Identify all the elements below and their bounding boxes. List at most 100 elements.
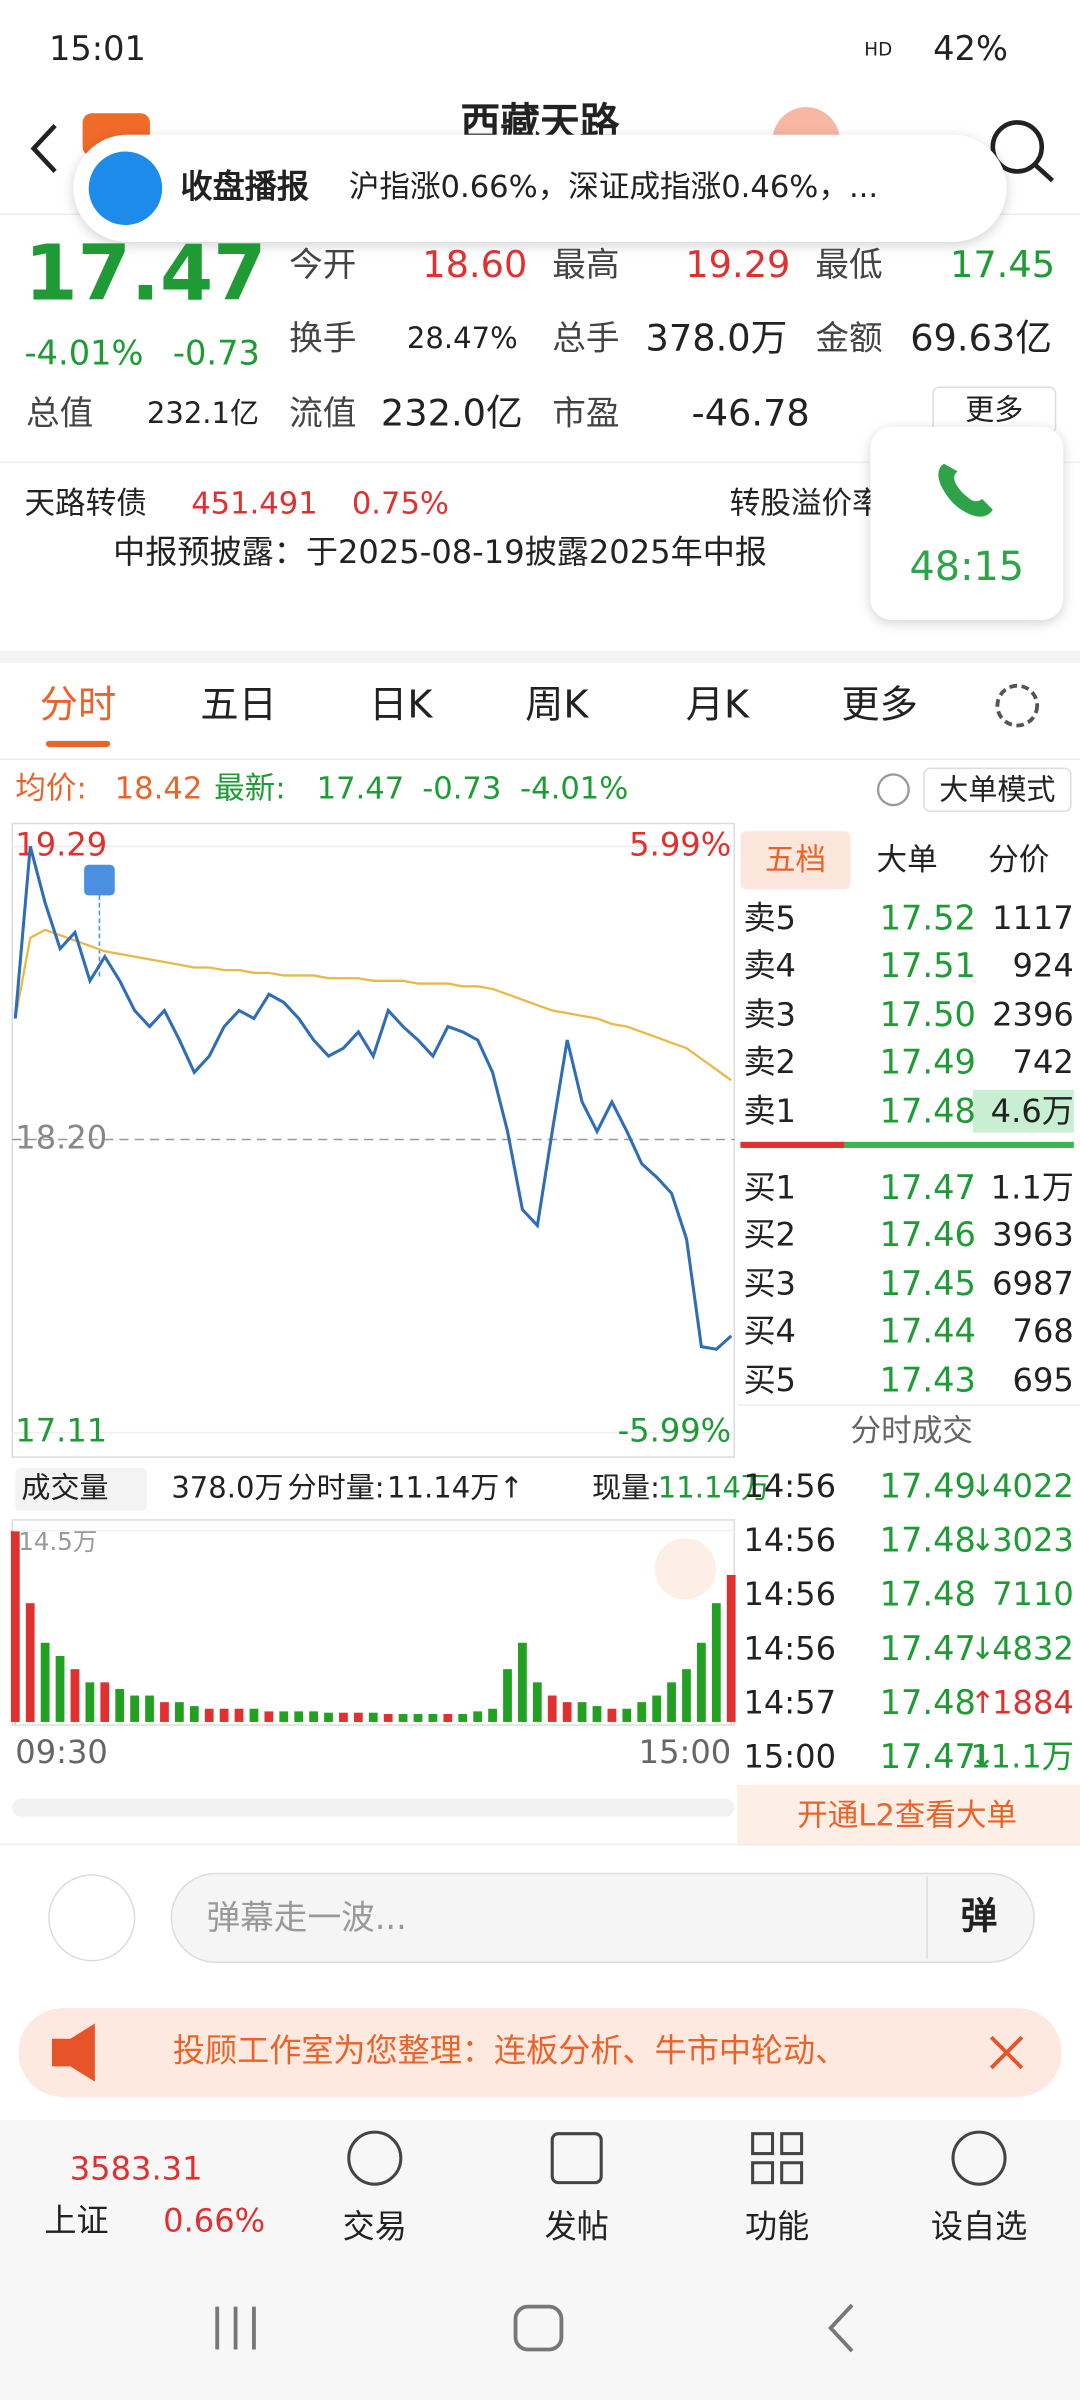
field-value: 18.60 [422, 243, 527, 286]
volume-bar [667, 1682, 676, 1722]
volume-highlight [972, 1089, 1074, 1133]
tab: 五日 [200, 683, 276, 728]
volume-bar [428, 1714, 438, 1722]
volume-bar [547, 1695, 557, 1722]
orderbook-price: 17.44 [880, 1312, 976, 1351]
trade-direction: ↓ [970, 1740, 996, 1775]
search-button[interactable] [990, 120, 1045, 174]
orderbook-price: 17.46 [880, 1215, 976, 1254]
nav-item: 设自选 [931, 2208, 1027, 2246]
volume-bar [219, 1708, 229, 1722]
y2-tick-label: -5.99% [618, 1412, 732, 1450]
y-tick-label: 18.20 [15, 1119, 107, 1157]
chart-info: 最新: [214, 771, 285, 806]
status-time: 15:01 [49, 29, 146, 68]
comment-button: 弹 [961, 1894, 998, 1937]
tab: 更多 [841, 683, 917, 728]
function-icon[interactable] [751, 2132, 804, 2185]
volume-bar [10, 1530, 20, 1722]
scrollbar[interactable] [12, 1798, 735, 1817]
comment-input[interactable] [170, 1872, 1035, 1964]
back-button[interactable] [30, 123, 57, 173]
close-button[interactable] [989, 2035, 1024, 2070]
volume-bar [398, 1714, 408, 1722]
orderbook-price: 17.51 [880, 946, 976, 985]
index-value: 3583.31 [70, 2149, 203, 2187]
volume-bar [682, 1669, 691, 1722]
comment-icon[interactable] [48, 1874, 136, 1962]
trade-direction: ↓ [970, 1523, 996, 1558]
comment-placeholder: 弹幕走一波... [207, 1898, 407, 1937]
field-value: -46.78 [691, 391, 809, 434]
banner[interactable] [18, 2008, 1062, 2097]
volume-tick-label: 14.5万 [18, 1527, 97, 1556]
volume-bar [503, 1669, 512, 1722]
field-value: 378.0万 [646, 316, 788, 359]
nav-item: 功能 [745, 2208, 809, 2246]
chart-info: 17.47 [317, 771, 405, 806]
trade-icon[interactable] [347, 2130, 403, 2186]
volume-bar [174, 1702, 184, 1722]
orderbook-price: 17.43 [880, 1361, 976, 1400]
orderbook-volume: 1.1万 [991, 1168, 1074, 1206]
watchlist-icon[interactable] [951, 2130, 1007, 2186]
volume-bar [697, 1642, 706, 1722]
signal-marker [84, 864, 115, 896]
trade-price: 17.48 [880, 1683, 976, 1722]
volume-bar [488, 1708, 497, 1722]
call-widget[interactable] [870, 427, 1064, 620]
chart-info: 18.42 [115, 771, 203, 806]
price-line [13, 846, 733, 1351]
field-label: 最低 [815, 245, 882, 284]
index-name: 上证 [44, 2201, 108, 2239]
orderbook-tab-active[interactable] [740, 831, 851, 890]
settings-button[interactable] [995, 683, 1040, 728]
orderbook-label: 卖1 [743, 1092, 796, 1130]
expand-button[interactable] [654, 1538, 716, 1600]
orderbook-volume: 742 [1013, 1043, 1074, 1081]
help-icon[interactable] [876, 773, 910, 807]
x-tick-label: 15:00 [639, 1733, 732, 1771]
l2-footer[interactable] [737, 1784, 1080, 1846]
volume-bar [85, 1682, 95, 1722]
orderbook-label: 买4 [743, 1312, 796, 1350]
status-network: HD [864, 40, 892, 61]
orderbook-tab: 五档 [765, 843, 826, 878]
volume-bar [115, 1688, 125, 1722]
volume-bar [652, 1695, 662, 1722]
mode-button[interactable] [923, 767, 1072, 812]
field-label: 流值 [289, 393, 356, 432]
post-icon[interactable] [550, 2132, 603, 2185]
trade-volume: 4022 [992, 1467, 1074, 1505]
trade-time: 15:00 [743, 1738, 836, 1776]
volume-selector[interactable] [15, 1467, 147, 1511]
tab: 月K [686, 683, 750, 728]
field-label: 今开 [289, 245, 356, 284]
volume-bar [532, 1682, 542, 1722]
volume-current-label: 现量: [592, 1470, 660, 1504]
field-value: 19.29 [685, 243, 790, 286]
trade-price: 17.48 [880, 1575, 976, 1614]
orderbook-volume: 6987 [992, 1265, 1074, 1303]
volume-bar [577, 1702, 587, 1722]
orderbook-label: 卖5 [743, 899, 796, 937]
volume-bar [592, 1706, 602, 1722]
field-label: 最高 [552, 245, 619, 284]
volume-bar [130, 1695, 140, 1722]
volume-bar [55, 1655, 65, 1722]
trade-price: 17.49 [880, 1466, 976, 1505]
bond-change: 0.75% [352, 487, 449, 522]
bottom-nav [0, 2119, 1080, 2400]
status-battery: 42% [933, 29, 1008, 68]
notice-text: 中报预披露：于2025-08-19披露2025年中报 [113, 533, 767, 571]
bond-price: 451.491 [191, 487, 317, 522]
volume-bar [294, 1711, 304, 1722]
tab: 分时 [40, 683, 116, 728]
trade-volume: 3023 [992, 1521, 1074, 1559]
trade-time: 14:56 [743, 1629, 836, 1667]
orderbook-volume: 2396 [992, 995, 1074, 1033]
phone-icon [938, 463, 993, 517]
volume-bar [383, 1714, 393, 1722]
trade-volume: 4832 [992, 1629, 1074, 1667]
